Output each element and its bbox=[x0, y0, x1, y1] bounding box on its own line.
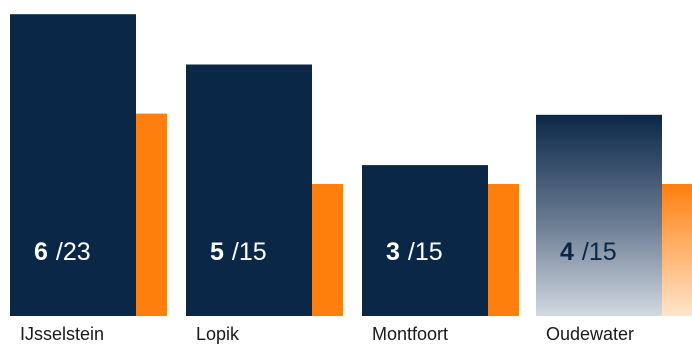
bar-secondary-lopik bbox=[312, 184, 343, 316]
category-label-ijsselstein: IJsselstein bbox=[20, 324, 104, 344]
bar-secondary-montfoort bbox=[488, 184, 519, 316]
category-label-lopik: Lopik bbox=[196, 324, 240, 344]
data-label-ijsselstein: 6/23 bbox=[34, 238, 91, 266]
bar-secondary-oudewater bbox=[662, 184, 692, 316]
labels-group: 6/23 IJsselstein 5/15 Lopik 3/15 Montfoort 4/1… bbox=[20, 238, 634, 344]
category-label-oudewater: Oudewater bbox=[546, 324, 634, 344]
data-label-montfoort: 3/15 bbox=[386, 238, 443, 266]
bar-primary-oudewater bbox=[536, 114, 662, 316]
bar-primary-montfoort bbox=[362, 165, 488, 316]
bar-primary-ijsselstein bbox=[10, 14, 136, 316]
bars-group bbox=[10, 14, 692, 316]
bar-primary-lopik bbox=[186, 64, 312, 316]
bar-secondary-ijsselstein bbox=[136, 113, 167, 316]
data-label-lopik: 5/15 bbox=[210, 238, 267, 266]
data-label-oudewater: 4/15 bbox=[560, 238, 617, 266]
category-label-montfoort: Montfoort bbox=[372, 324, 448, 344]
